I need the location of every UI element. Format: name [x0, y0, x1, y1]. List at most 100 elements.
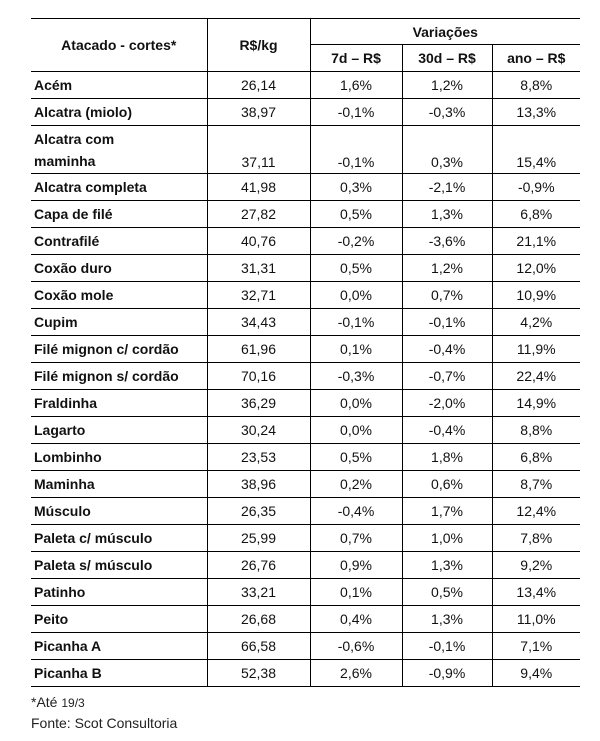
cell-price: 31,31 — [206, 254, 310, 282]
table-row: Fraldinha 36,29 0,0% -2,0% 14,9% — [31, 389, 581, 417]
table-row: Paleta c/ músculo 25,99 0,7% 1,0% 7,8% — [31, 524, 581, 552]
cell-year: 8,8% — [491, 71, 581, 99]
cell-cut: Paleta s/ músculo — [31, 551, 207, 579]
cell-7d: 0,3% — [309, 173, 402, 201]
cell-cut: Contrafilé — [31, 227, 207, 255]
cell-7d: -0,1% — [309, 125, 402, 174]
cell-7d: 1,6% — [309, 71, 402, 99]
cell-7d: -0,1% — [309, 308, 402, 336]
table-row: Capa de filé 27,82 0,5% 1,3% 6,8% — [31, 200, 581, 228]
date-note: *Até 19/3 — [31, 694, 85, 710]
cell-price: 38,97 — [206, 98, 310, 126]
cell-price: 26,35 — [206, 497, 310, 525]
table-row: Lagarto 30,24 0,0% -0,4% 8,8% — [31, 416, 581, 444]
cell-price: 27,82 — [206, 200, 310, 228]
cell-year: 12,4% — [491, 497, 581, 525]
cell-year: 4,2% — [491, 308, 581, 336]
cell-7d: -0,6% — [309, 632, 402, 660]
cell-price: 34,43 — [206, 308, 310, 336]
cell-7d: 0,2% — [309, 470, 402, 498]
cell-30d: -3,6% — [401, 227, 492, 255]
cell-price: 41,98 — [206, 173, 310, 201]
header-7d: 7d – R$ — [309, 44, 402, 72]
cell-price: 32,71 — [206, 281, 310, 309]
cell-year: 8,8% — [491, 416, 581, 444]
cell-cut: Capa de filé — [31, 200, 207, 228]
cell-cut: Patinho — [31, 578, 207, 606]
cell-cut: Fraldinha — [31, 389, 207, 417]
cell-30d: -0,9% — [401, 659, 492, 687]
table-row: Coxão mole 32,71 0,0% 0,7% 10,9% — [31, 281, 581, 309]
cell-price: 61,96 — [206, 335, 310, 363]
source-note: Fonte: Scot Consultoria — [31, 715, 178, 731]
cell-year: 21,1% — [491, 227, 581, 255]
cell-30d: 0,5% — [401, 578, 492, 606]
cell-30d: 1,3% — [401, 551, 492, 579]
table-row: Coxão duro 31,31 0,5% 1,2% 12,0% — [31, 254, 581, 282]
header-price: R$/kg — [206, 18, 310, 72]
header-variations-group: Variações — [309, 18, 581, 45]
cell-cut: Alcatra com maminha — [31, 125, 207, 174]
cell-year: 9,2% — [491, 551, 581, 579]
cell-cut: Coxão mole — [31, 281, 207, 309]
cell-price: 26,68 — [206, 605, 310, 633]
cell-cut: Lagarto — [31, 416, 207, 444]
cell-year: 8,7% — [491, 470, 581, 498]
cell-30d: 1,7% — [401, 497, 492, 525]
table-row: Filé mignon c/ cordão 61,96 0,1% -0,4% 11,9% — [31, 335, 581, 363]
header-cut: Atacado - cortes* — [31, 18, 207, 72]
table-row: Peito 26,68 0,4% 1,3% 11,0% — [31, 605, 581, 633]
cell-30d: 1,2% — [401, 71, 492, 99]
table-row: Contrafilé 40,76 -0,2% -3,6% 21,1% — [31, 227, 581, 255]
cell-cut: Lombinho — [31, 443, 207, 471]
cell-30d: -0,1% — [401, 632, 492, 660]
cell-year: 9,4% — [491, 659, 581, 687]
cell-cut: Alcatra (miolo) — [31, 98, 207, 126]
cell-30d: 1,8% — [401, 443, 492, 471]
cell-cut: Peito — [31, 605, 207, 633]
cell-7d: 0,5% — [309, 200, 402, 228]
cell-year: 6,8% — [491, 200, 581, 228]
cell-30d: 1,2% — [401, 254, 492, 282]
cell-price: 70,16 — [206, 362, 310, 390]
cell-year: 13,4% — [491, 578, 581, 606]
cell-year: 11,9% — [491, 335, 581, 363]
table-row: Músculo 26,35 -0,4% 1,7% 12,4% — [31, 497, 581, 525]
cell-30d: -0,7% — [401, 362, 492, 390]
cell-price: 33,21 — [206, 578, 310, 606]
cell-7d: 0,1% — [309, 335, 402, 363]
cell-cut-line1: Alcatra com — [34, 131, 115, 147]
cell-cut: Acém — [31, 71, 207, 99]
cell-7d: 0,5% — [309, 443, 402, 471]
table-row: Acém 26,14 1,6% 1,2% 8,8% — [31, 71, 581, 99]
table-row: Alcatra (miolo) 38,97 -0,1% -0,3% 13,3% — [31, 98, 581, 126]
cell-cut: Picanha A — [31, 632, 207, 660]
cell-year: 6,8% — [491, 443, 581, 471]
cell-7d: 0,9% — [309, 551, 402, 579]
cell-cut: Coxão duro — [31, 254, 207, 282]
table-row: Lombinho 23,53 0,5% 1,8% 6,8% — [31, 443, 581, 471]
cell-cut: Picanha B — [31, 659, 207, 687]
cell-7d: 0,5% — [309, 254, 402, 282]
cell-30d: 1,3% — [401, 605, 492, 633]
cell-7d: 0,4% — [309, 605, 402, 633]
table-row: Maminha 38,96 0,2% 0,6% 8,7% — [31, 470, 581, 498]
cell-price: 26,14 — [206, 71, 310, 99]
cell-7d: 0,0% — [309, 389, 402, 417]
cell-30d: -0,4% — [401, 416, 492, 444]
cell-price: 26,76 — [206, 551, 310, 579]
cell-cut-line2: maminha — [34, 153, 96, 169]
cell-cut: Filé mignon c/ cordão — [31, 335, 207, 363]
cell-year: 11,0% — [491, 605, 581, 633]
table-footer: *Até 19/3 Fonte: Scot Consultoria — [31, 692, 177, 733]
cell-price: 66,58 — [206, 632, 310, 660]
cell-30d: 0,3% — [401, 125, 492, 174]
cell-price: 36,29 — [206, 389, 310, 417]
cell-cut: Cupim — [31, 308, 207, 336]
table-row: Paleta s/ músculo 26,76 0,9% 1,3% 9,2% — [31, 551, 581, 579]
cell-year: 15,4% — [491, 125, 581, 174]
cell-cut: Alcatra completa — [31, 173, 207, 201]
beef-wholesale-prices-table: Atacado - cortes* R$/kg Variações 7d – R… — [31, 18, 581, 687]
cell-cut: Filé mignon s/ cordão — [31, 362, 207, 390]
cell-7d: 2,6% — [309, 659, 402, 687]
